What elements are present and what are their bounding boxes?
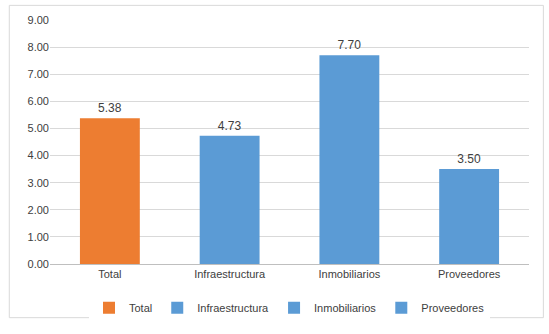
svg-text:3.00: 3.00 — [28, 177, 49, 189]
svg-text:Inmobiliarios: Inmobiliarios — [314, 302, 376, 314]
svg-text:9.00: 9.00 — [28, 14, 49, 26]
svg-text:7.00: 7.00 — [28, 68, 49, 80]
svg-text:2.00: 2.00 — [28, 204, 49, 216]
svg-text:6.00: 6.00 — [28, 95, 49, 107]
svg-text:0.00: 0.00 — [28, 258, 49, 270]
svg-text:Infraestructura: Infraestructura — [197, 302, 269, 314]
svg-text:1.00: 1.00 — [28, 231, 49, 243]
svg-text:4.00: 4.00 — [28, 149, 49, 161]
svg-text:Total: Total — [98, 268, 121, 280]
svg-text:3.50: 3.50 — [457, 152, 481, 166]
svg-text:Total: Total — [129, 302, 152, 314]
svg-text:Infraestructura: Infraestructura — [194, 268, 266, 280]
svg-text:5.00: 5.00 — [28, 122, 49, 134]
svg-text:Proveedores: Proveedores — [421, 302, 484, 314]
svg-text:8.00: 8.00 — [28, 41, 49, 53]
svg-text:7.70: 7.70 — [338, 38, 362, 52]
svg-text:Inmobiliarios: Inmobiliarios — [319, 268, 381, 280]
svg-text:Proveedores: Proveedores — [438, 268, 501, 280]
svg-text:4.73: 4.73 — [218, 119, 242, 133]
svg-text:5.38: 5.38 — [98, 101, 122, 115]
